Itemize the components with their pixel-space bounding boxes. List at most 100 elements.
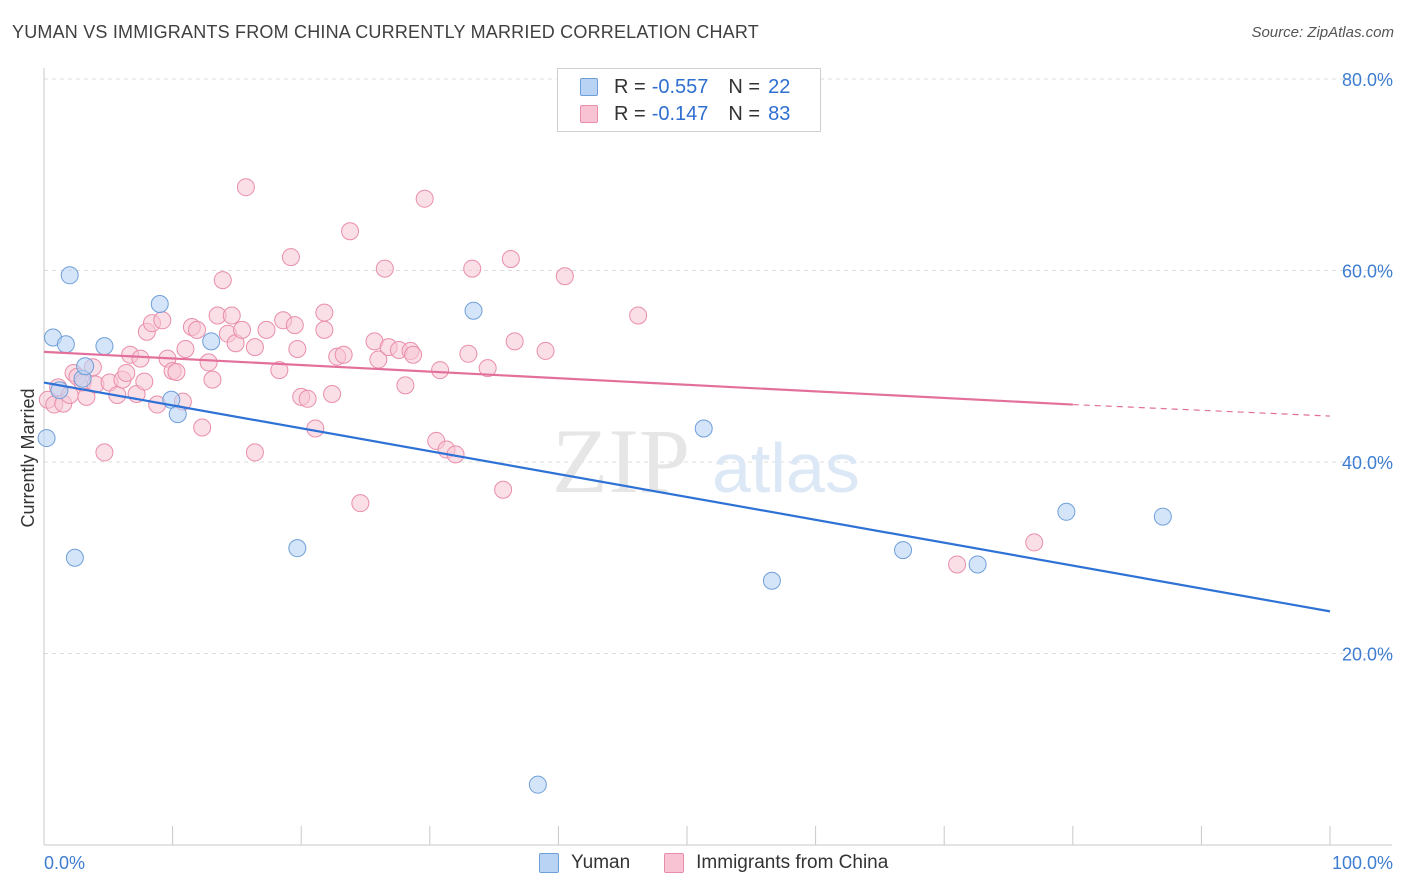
r-label: R = xyxy=(614,75,646,98)
china-point xyxy=(245,443,264,462)
yuman-point xyxy=(76,357,95,376)
y-tick-label: 20.0% xyxy=(1342,645,1393,665)
correlation-legend: R = -0.557 N = 22 R = -0.147 N = 83 xyxy=(557,68,821,132)
yuman-swatch xyxy=(539,853,559,873)
n-value: 83 xyxy=(768,102,791,125)
gridlines xyxy=(44,78,1392,654)
yuman-point xyxy=(60,266,79,285)
china-point xyxy=(135,372,154,391)
china-point xyxy=(131,349,150,368)
yuman-point xyxy=(528,775,547,794)
china-point xyxy=(236,178,255,197)
china-point xyxy=(375,259,394,278)
china-point xyxy=(222,306,241,325)
yuman-point xyxy=(65,548,84,567)
legend-item-yuman[interactable]: Yuman xyxy=(539,852,630,874)
china-point xyxy=(396,376,415,395)
china-point xyxy=(233,320,252,339)
yuman-point xyxy=(95,337,114,356)
china-point xyxy=(334,345,353,364)
yuman-point xyxy=(1153,507,1172,526)
china-point xyxy=(536,341,555,360)
china-point xyxy=(323,385,342,404)
yuman-point xyxy=(894,541,913,560)
legend-row-china: R = -0.147 N = 83 xyxy=(580,101,790,127)
yuman-point xyxy=(56,335,75,354)
china-point xyxy=(245,338,264,357)
china-point xyxy=(213,271,232,290)
y-tick-label: 80.0% xyxy=(1342,70,1393,90)
china-point xyxy=(77,387,96,406)
china-point xyxy=(203,370,222,389)
china-swatch xyxy=(580,105,598,123)
yuman-point xyxy=(464,301,483,320)
x-tick-label: 0.0% xyxy=(44,853,85,873)
china-point xyxy=(555,267,574,286)
china-point xyxy=(1025,533,1044,552)
yuman-point xyxy=(288,539,307,558)
axes xyxy=(43,68,1392,846)
tick-labels: 20.0% 40.0% 60.0% 80.0% 0.0% 100.0% xyxy=(44,70,1393,873)
y-tick-label: 60.0% xyxy=(1342,262,1393,282)
yuman-points xyxy=(37,266,1172,794)
china-point xyxy=(459,344,478,363)
china-point xyxy=(415,189,434,208)
china-point xyxy=(341,222,360,241)
yuman-point xyxy=(1057,502,1076,521)
china-point xyxy=(478,359,497,378)
china-point xyxy=(95,443,114,462)
china-point xyxy=(176,340,195,359)
china-point xyxy=(315,320,334,339)
n-value: 22 xyxy=(768,75,791,98)
china-point xyxy=(298,389,317,408)
china-point xyxy=(167,362,186,381)
r-value: -0.147 xyxy=(651,102,709,125)
china-point xyxy=(315,303,334,322)
yuman-point xyxy=(150,295,169,314)
legend-item-china[interactable]: Immigrants from China xyxy=(664,852,888,874)
y-axis-title: Currently Married xyxy=(18,388,38,527)
yuman-point xyxy=(762,571,781,590)
source-label: Source: ZipAtlas.com xyxy=(1251,24,1394,41)
china-swatch xyxy=(664,853,685,873)
n-label: N = xyxy=(728,75,761,98)
china-point xyxy=(288,340,307,359)
china-point xyxy=(285,316,304,335)
chart-title: YUMAN VS IMMIGRANTS FROM CHINA CURRENTLY… xyxy=(12,22,759,42)
china-point xyxy=(199,353,218,372)
china-point xyxy=(351,494,370,513)
china-point xyxy=(494,480,513,499)
china-point xyxy=(948,555,967,574)
china-points xyxy=(38,178,1044,574)
china-point xyxy=(193,418,212,437)
legend-label-china: Immigrants from China xyxy=(696,852,889,873)
china-point xyxy=(505,332,524,351)
r-value: -0.557 xyxy=(651,75,709,98)
yuman-trend-line xyxy=(43,381,1331,613)
r-label: R = xyxy=(614,102,646,125)
legend-label-yuman: Yuman xyxy=(571,852,631,873)
yuman-point xyxy=(968,555,987,574)
china-point xyxy=(306,419,325,438)
watermark-zip: ZIP xyxy=(552,410,690,512)
watermark: ZIP atlas xyxy=(552,410,860,512)
x-tick-label: 100.0% xyxy=(1332,853,1393,873)
n-label: N = xyxy=(728,102,761,125)
yuman-point xyxy=(694,419,713,438)
china-point xyxy=(257,320,276,339)
china-trend-line xyxy=(43,350,1073,406)
y-tick-label: 40.0% xyxy=(1342,453,1393,473)
china-point xyxy=(431,361,450,380)
trend-lines xyxy=(43,350,1331,613)
watermark-atlas: atlas xyxy=(712,429,860,507)
china-point xyxy=(463,259,482,278)
china-point xyxy=(153,311,172,330)
china-trend-extension xyxy=(1072,403,1331,417)
yuman-swatch xyxy=(580,78,598,96)
legend-row-yuman: R = -0.557 N = 22 xyxy=(580,74,790,100)
china-point xyxy=(404,345,423,364)
series-legend: Yuman Immigrants from China xyxy=(539,852,922,874)
china-point xyxy=(629,306,648,325)
china-point xyxy=(270,361,289,380)
